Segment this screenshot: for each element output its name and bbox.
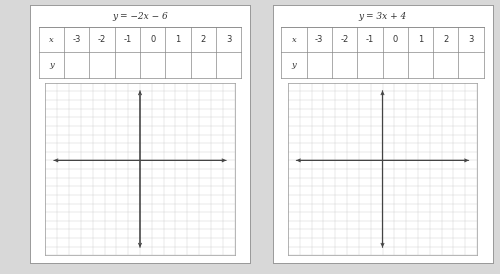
Text: 3: 3 [226, 35, 231, 44]
Text: -3: -3 [315, 35, 324, 44]
Text: 1: 1 [176, 35, 180, 44]
Text: y: y [49, 61, 54, 69]
Text: 2: 2 [200, 35, 206, 44]
Text: -1: -1 [123, 35, 132, 44]
Text: x: x [49, 36, 54, 44]
Text: 3: 3 [468, 35, 473, 44]
Text: y = −2x − 6: y = −2x − 6 [112, 12, 168, 21]
Text: -3: -3 [72, 35, 81, 44]
Text: -2: -2 [340, 35, 348, 44]
Text: 0: 0 [150, 35, 156, 44]
Text: 2: 2 [443, 35, 448, 44]
Text: 0: 0 [392, 35, 398, 44]
Text: -1: -1 [366, 35, 374, 44]
Text: y = 3x + 4: y = 3x + 4 [358, 12, 406, 21]
Text: 1: 1 [418, 35, 423, 44]
Text: -2: -2 [98, 35, 106, 44]
Text: x: x [292, 36, 296, 44]
Text: y: y [292, 61, 296, 69]
